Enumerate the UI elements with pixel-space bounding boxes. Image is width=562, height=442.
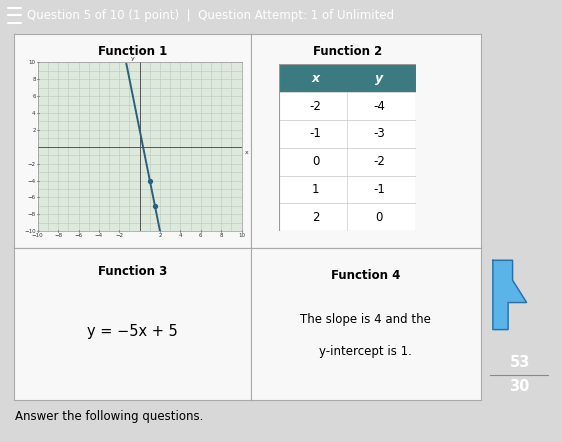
Bar xyxy=(279,92,416,120)
Text: 0: 0 xyxy=(375,211,383,224)
Text: x: x xyxy=(244,150,248,155)
Bar xyxy=(279,203,416,231)
Polygon shape xyxy=(493,260,527,330)
Text: x: x xyxy=(312,72,320,85)
Text: 53: 53 xyxy=(509,355,530,370)
Text: y-intercept is 1.: y-intercept is 1. xyxy=(319,345,412,358)
Text: Function 3: Function 3 xyxy=(98,265,167,278)
Bar xyxy=(279,120,416,148)
Bar xyxy=(279,65,416,92)
Text: y: y xyxy=(130,56,134,61)
Text: Function 4: Function 4 xyxy=(331,269,401,282)
Text: -2: -2 xyxy=(373,155,385,168)
Text: -1: -1 xyxy=(373,183,385,196)
Text: y: y xyxy=(375,72,383,85)
Text: -4: -4 xyxy=(373,99,385,113)
Text: Question 5 of 10 (1 point)  |  Question Attempt: 1 of Unlimited: Question 5 of 10 (1 point) | Question At… xyxy=(27,8,394,22)
Text: 2: 2 xyxy=(312,211,319,224)
Text: 1: 1 xyxy=(312,183,319,196)
Text: The slope is 4 and the: The slope is 4 and the xyxy=(300,313,431,326)
Bar xyxy=(279,148,416,175)
Text: Answer the following questions.: Answer the following questions. xyxy=(15,410,203,423)
Text: -3: -3 xyxy=(373,127,385,141)
Text: Function 1: Function 1 xyxy=(98,45,167,58)
Text: y = −5x + 5: y = −5x + 5 xyxy=(87,324,178,339)
Text: Function 2: Function 2 xyxy=(313,45,382,58)
Bar xyxy=(279,175,416,203)
Text: -1: -1 xyxy=(310,127,321,141)
Text: -2: -2 xyxy=(310,99,321,113)
Text: 30: 30 xyxy=(509,379,530,394)
Text: 0: 0 xyxy=(312,155,319,168)
